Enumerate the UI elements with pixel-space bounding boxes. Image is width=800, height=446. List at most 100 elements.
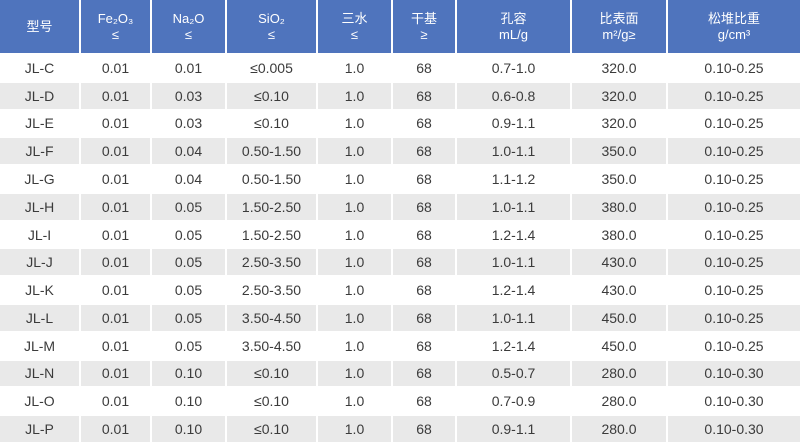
table-cell: 0.5-0.7 [457, 360, 572, 389]
table-cell: 0.01 [81, 193, 152, 222]
table-cell: 1.0 [318, 416, 393, 444]
table-cell: 0.50-1.50 [227, 138, 318, 167]
column-title: 型号 [26, 18, 53, 34]
table-cell: 68 [393, 55, 457, 83]
column-header-fe2o3: Fe₂O₃ ≤ [81, 0, 152, 55]
table-cell: 0.10-0.30 [668, 361, 800, 389]
table-cell: 430.0 [572, 249, 668, 278]
table-cell: 0.7-0.9 [457, 388, 572, 417]
table-cell: 0.03 [152, 110, 227, 139]
table-cell: 68 [393, 416, 457, 444]
table-cell: 3.50-4.50 [227, 332, 318, 361]
table-cell: JL-C [0, 55, 81, 83]
column-title: Fe₂O₃ [97, 10, 134, 26]
column-sub: g/cm³ [717, 27, 751, 43]
table-cell: JL-P [0, 416, 81, 444]
table-row: JL-O 0.01 0.10 ≤0.10 1.0 68 0.7-0.9 280.0 0.10-0… [0, 388, 800, 417]
table-cell: 1.0-1.1 [457, 138, 572, 167]
table-row: JL-N 0.01 0.10 ≤0.10 1.0 68 0.5-0.7 280.0 0.10-0… [0, 360, 800, 389]
table-cell: 3.50-4.50 [227, 305, 318, 333]
table-cell: 0.01 [81, 305, 152, 333]
column-header-model: 型号 [0, 0, 81, 55]
table-cell: 320.0 [572, 55, 668, 83]
table-row: JL-C 0.01 0.01 ≤0.005 1.0 68 0.7-1.0 320.0 0.10-… [0, 55, 800, 83]
table-cell: ≤0.10 [227, 82, 318, 111]
table-cell: 350.0 [572, 138, 668, 167]
table-cell: 1.50-2.50 [227, 193, 318, 222]
table-cell: 0.10-0.25 [668, 111, 800, 139]
table-cell: 0.9-1.1 [457, 416, 572, 444]
column-header-surface-area: 比表面 m²/g≥ [572, 0, 668, 55]
table-cell: 1.0 [318, 388, 393, 417]
table-cell: 0.10-0.25 [668, 305, 800, 333]
table-cell: 0.05 [152, 277, 227, 306]
column-header-trihydrate: 三水 ≤ [318, 0, 393, 55]
table-row: JL-M 0.01 0.05 3.50-4.50 1.0 68 1.2-1.4 450.0 0.… [0, 332, 800, 361]
table-cell: 1.2-1.4 [457, 332, 572, 361]
table-cell: 2.50-3.50 [227, 277, 318, 306]
column-sub: ≤ [111, 27, 120, 43]
column-sub: ≤ [267, 27, 276, 43]
table-cell: 1.2-1.4 [457, 277, 572, 306]
table-cell: 0.03 [152, 82, 227, 111]
table-body: JL-C 0.01 0.01 ≤0.005 1.0 68 0.7-1.0 320.0 0.10-… [0, 55, 800, 444]
table-cell: 0.01 [81, 55, 152, 83]
table-cell: 0.10 [152, 388, 227, 417]
table-cell: 68 [393, 332, 457, 361]
table-cell: ≤0.10 [227, 360, 318, 389]
table-cell: 380.0 [572, 193, 668, 222]
table-cell: 0.05 [152, 305, 227, 333]
table-cell: 450.0 [572, 332, 668, 361]
table-cell: 0.01 [152, 55, 227, 83]
table-cell: 68 [393, 138, 457, 167]
table-cell: ≤0.10 [227, 416, 318, 444]
table-row: JL-K 0.01 0.05 2.50-3.50 1.0 68 1.2-1.4 430.0 0.… [0, 277, 800, 306]
table-cell: 1.0 [318, 82, 393, 111]
table-cell: 1.2-1.4 [457, 221, 572, 250]
table-cell: 1.0 [318, 166, 393, 194]
table-cell: 0.01 [81, 221, 152, 250]
table-cell: 0.01 [81, 138, 152, 167]
table-cell: 0.01 [81, 360, 152, 389]
table-cell: JL-F [0, 138, 81, 167]
table-cell: 0.10-0.25 [668, 249, 800, 278]
table-cell: 0.10-0.25 [668, 333, 800, 361]
table-cell: 1.0 [318, 55, 393, 83]
table-cell: 280.0 [572, 360, 668, 389]
column-sub: ≥ [420, 27, 428, 43]
table-cell: 1.0-1.1 [457, 305, 572, 333]
table-cell: 1.0 [318, 221, 393, 250]
table-cell: 0.10-0.25 [668, 277, 800, 306]
table-cell: 1.0 [318, 110, 393, 139]
table-cell: JL-G [0, 166, 81, 194]
column-title: 松堆比重 [707, 10, 760, 26]
table-cell: 0.01 [81, 249, 152, 278]
table-cell: 1.0 [318, 277, 393, 306]
table-cell: 0.10-0.30 [668, 388, 800, 417]
table-cell: 68 [393, 388, 457, 417]
table-row: JL-G 0.01 0.04 0.50-1.50 1.0 68 1.1-1.2 350.0 0.… [0, 166, 800, 194]
table-cell: 68 [393, 110, 457, 139]
table-cell: 0.05 [152, 221, 227, 250]
table-cell: 68 [393, 166, 457, 194]
table-cell: ≤0.10 [227, 388, 318, 417]
table-cell: 68 [393, 360, 457, 389]
table-cell: 1.0 [318, 305, 393, 333]
table-cell: 1.50-2.50 [227, 221, 318, 250]
column-title: 三水 [341, 10, 368, 26]
table-cell: 0.10 [152, 416, 227, 444]
column-sub: ≤ [350, 27, 359, 43]
table-row: JL-E 0.01 0.03 ≤0.10 1.0 68 0.9-1.1 320.0 0.10-0… [0, 110, 800, 139]
table-cell: 0.04 [152, 166, 227, 194]
table-cell: 0.10-0.25 [668, 222, 800, 250]
table-cell: JL-L [0, 305, 81, 333]
table-cell: JL-M [0, 332, 81, 361]
table-cell: 320.0 [572, 110, 668, 139]
table-cell: 430.0 [572, 277, 668, 306]
table-cell: 0.01 [81, 166, 152, 194]
column-header-dry-basis: 干基 ≥ [393, 0, 457, 55]
table-cell: ≤0.10 [227, 110, 318, 139]
table-cell: 280.0 [572, 416, 668, 444]
table-cell: 0.01 [81, 82, 152, 111]
